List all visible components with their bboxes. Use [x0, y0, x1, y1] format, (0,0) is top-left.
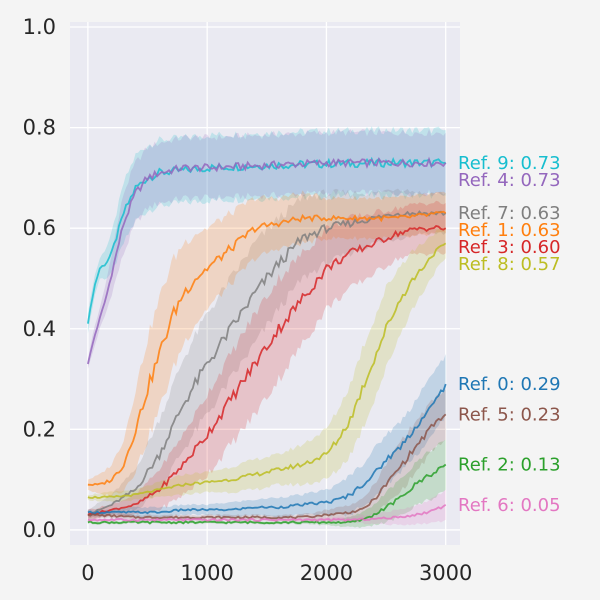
grid-lines [70, 22, 460, 545]
band-ref-7 [87, 188, 446, 521]
band-ref-4 [87, 128, 446, 369]
y-tick-label: 0.4 [23, 317, 56, 341]
band-ref-1 [87, 190, 446, 497]
end-label-ref-1: Ref. 1: 0.63 [458, 220, 561, 241]
line-ref-0 [87, 383, 447, 515]
end-label-ref-5: Ref. 5: 0.23 [458, 404, 561, 425]
line-ref-4 [87, 156, 447, 365]
end-label-ref-7: Ref. 7: 0.63 [458, 203, 561, 224]
line-ref-1 [87, 210, 447, 487]
line-ref-8 [87, 242, 447, 499]
x-tick-label: 1000 [180, 561, 233, 585]
y-tick-label: 0.6 [23, 216, 56, 240]
line-ref-3 [87, 225, 447, 516]
end-label-ref-6: Ref. 6: 0.05 [458, 495, 561, 516]
y-axis-ticks: 0.0 0.2 0.4 0.6 0.8 1.0 [23, 15, 56, 542]
confidence-bands [87, 126, 446, 529]
line-ref-5 [87, 413, 447, 520]
series-lines [87, 156, 447, 525]
band-ref-3 [87, 200, 446, 520]
x-tick-label: 0 [81, 561, 94, 585]
y-tick-label: 0.0 [23, 518, 56, 542]
band-ref-9 [87, 126, 446, 334]
band-ref-0 [87, 353, 446, 519]
end-label-ref-8: Ref. 8: 0.57 [458, 254, 561, 275]
end-label-ref-3: Ref. 3: 0.60 [458, 237, 561, 258]
band-ref-6 [87, 489, 446, 526]
end-label-ref-0: Ref. 0: 0.29 [458, 374, 561, 395]
end-label-ref-9: Ref. 9: 0.73 [458, 153, 561, 174]
y-tick-label: 0.8 [23, 116, 56, 140]
end-label-ref-4: Ref. 4: 0.73 [458, 170, 561, 191]
y-tick-label: 0.2 [23, 417, 56, 441]
line-ref-7 [87, 210, 447, 516]
band-ref-8 [87, 228, 446, 502]
line-ref-6 [87, 504, 447, 522]
x-axis-ticks: 0 1000 2000 3000 [81, 561, 472, 585]
y-tick-label: 1.0 [23, 15, 56, 39]
x-tick-label: 2000 [300, 561, 353, 585]
line-ref-2 [87, 463, 447, 525]
x-tick-label: 3000 [419, 561, 472, 585]
end-label-ref-2: Ref. 2: 0.13 [458, 455, 561, 476]
